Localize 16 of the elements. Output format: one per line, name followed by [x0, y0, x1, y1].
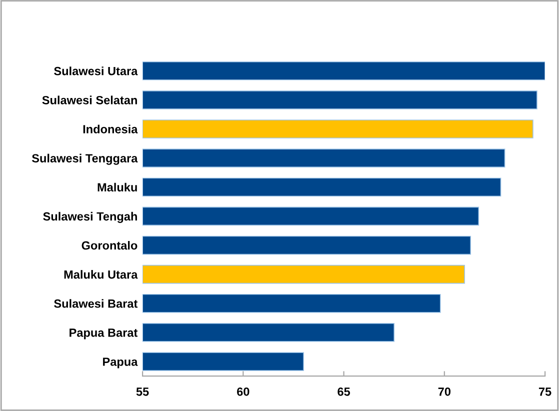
y-tick-label: Sulawesi Barat: [54, 299, 138, 308]
x-tick-label: 55: [136, 388, 149, 396]
x-tick-label: 75: [538, 388, 552, 396]
y-tick-label: Indonesia: [83, 124, 138, 134]
y-tick-label: Sulawesi Utara: [54, 66, 138, 76]
x-tick-label: 70: [438, 387, 450, 396]
y-tick-label: Sulawesi Tenggara: [32, 154, 138, 165]
y-tick-label: Sulawesi Selatan: [42, 96, 137, 104]
y-tick-label: Papua Barat: [70, 328, 138, 340]
y-tick-label: Papua: [103, 358, 138, 368]
y-tick-label: Maluku: [98, 182, 137, 192]
x-tick-label: 60: [237, 387, 250, 396]
y-tick-label: Sulawesi Tengah: [43, 212, 137, 223]
y-tick-label: Maluku Utara: [64, 270, 138, 279]
y-tick-label: Gorontalo: [82, 240, 138, 250]
x-tick-label: 65: [338, 387, 350, 396]
